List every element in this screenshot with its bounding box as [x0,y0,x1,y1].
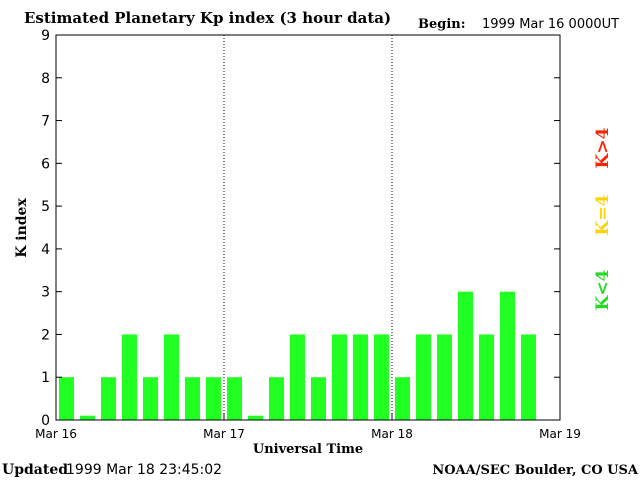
kp-bar [331,334,348,420]
y-tick-label: 6 [41,156,50,172]
kp-bar [247,415,264,420]
plot-frame [55,34,561,421]
kp-bar [163,334,180,420]
kp-bar [520,334,537,420]
source-credit: NOAA/SEC Boulder, CO USA [432,463,639,478]
y-axis-label: K index [14,198,30,258]
y-tick-label: 9 [41,28,50,44]
legend-entry: K>4 [593,127,613,168]
updated-value: 1999 Mar 18 23:45:02 [66,462,222,478]
y-tick-label: 7 [41,114,50,130]
kp-bar [268,377,285,420]
y-tick-label: 1 [41,370,50,386]
x-axis-ticks: Mar 16 Mar 17 Mar 18 Mar 19 [35,414,581,441]
updated-label: Updated [2,462,68,478]
kp-bar [289,334,306,420]
x-tick-label: Mar 16 [35,427,77,441]
kp-bar [142,377,159,420]
y-tick-label: 5 [41,199,50,215]
x-tick-label: Mar 18 [371,427,413,441]
kp-bar [478,334,495,420]
begin-value: 1999 Mar 16 0000UT [482,17,619,32]
kp-bar [415,334,432,420]
kp-bar [373,334,390,420]
legend-entry: K<4 [593,269,613,310]
kp-bar [121,334,138,420]
kp-bar [436,334,453,420]
chart-title: Estimated Planetary Kp index (3 hour dat… [24,9,391,27]
kp-bar [499,291,516,420]
kp-bar [58,377,75,420]
legend-entry: K=4 [593,194,613,235]
kp-bar [205,377,222,420]
kp-bar [100,377,117,420]
y-tick-label: 8 [41,71,50,87]
kp-bar [310,377,327,420]
kp-bar [226,377,243,420]
kp-bar [457,291,474,420]
legend: K<4 K=4 K>4 [593,127,613,310]
day-separators [223,35,393,420]
x-axis-label: Universal Time [253,442,363,457]
y-tick-label: 3 [41,285,50,301]
kp-bar [79,415,96,420]
kp-bar [184,377,201,420]
kp-bar [394,377,411,420]
x-tick-label: Mar 17 [203,427,245,441]
y-axis-ticks: 0 1 2 3 4 5 6 7 8 9 [41,28,560,429]
begin-label: Begin: [418,17,466,32]
y-tick-label: 2 [41,327,50,343]
y-tick-label: 0 [41,413,50,429]
kp-bar [352,334,369,420]
y-tick-label: 4 [41,242,50,258]
bar-series [58,291,537,420]
x-tick-label: Mar 19 [539,427,581,441]
